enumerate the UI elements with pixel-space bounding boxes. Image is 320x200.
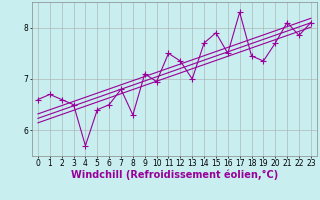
X-axis label: Windchill (Refroidissement éolien,°C): Windchill (Refroidissement éolien,°C) (71, 170, 278, 180)
